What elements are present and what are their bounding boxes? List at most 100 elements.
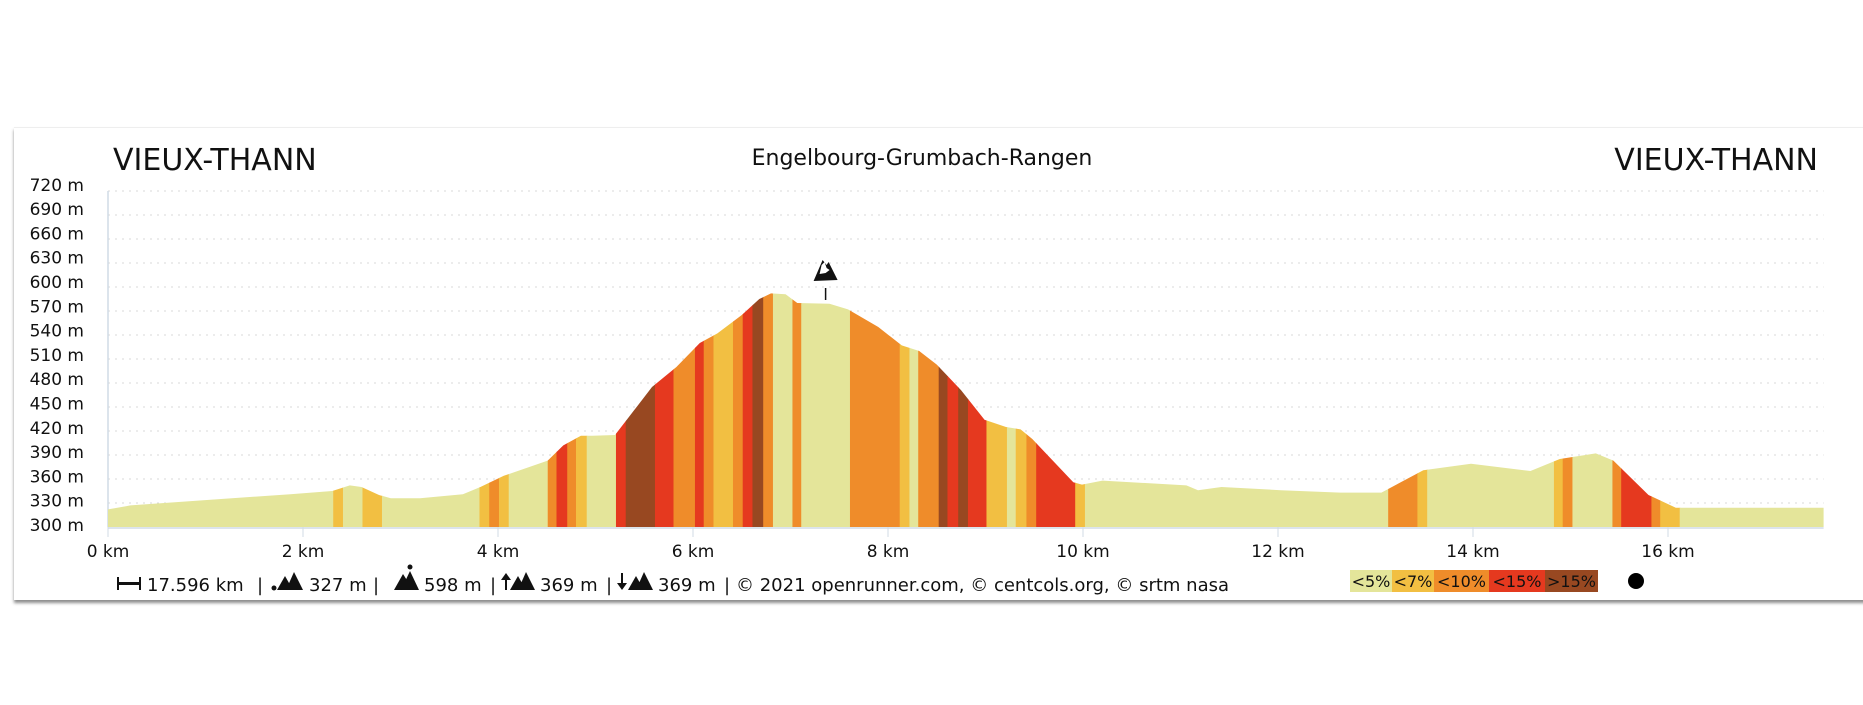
grade-segment [958,293,969,527]
grade-segment [586,293,617,527]
x-tick-label: 2 km [282,542,325,562]
grade-segment [362,293,383,527]
y-tick-label: 450 m [30,395,84,415]
grade-segment [1015,293,1028,527]
legend-swatch [1350,570,1392,592]
grade-segment [909,293,919,527]
min-altitude-icon [271,572,303,591]
summit-marker[interactable] [813,260,838,300]
y-tick-label: 300 m [30,516,84,536]
grade-legend: <5% <7% <10% <15% >15% [1350,570,1598,592]
x-tick-label: 12 km [1251,542,1304,562]
grade-segment [342,293,364,527]
x-tick-label: 10 km [1056,542,1109,562]
ascent-icon [501,572,535,590]
grade-segment [381,293,481,527]
legend-label: <10% [1437,572,1486,591]
legend-swatch [1545,570,1598,592]
grade-segment [703,293,715,527]
y-tick-label: 360 m [30,467,84,487]
grade-segment [1660,293,1681,527]
y-tick-label: 720 m [30,176,84,196]
x-tick-label: 0 km [87,542,130,562]
grade-segment [713,293,734,527]
legend-label: <5% [1352,572,1391,591]
grade-segment [938,293,949,527]
grade-segment [849,293,901,527]
y-tick-label: 600 m [30,273,84,293]
grade-segment [108,293,334,527]
legend-label: <15% [1493,572,1542,591]
mountain-icon [813,260,838,281]
distance-value: 17.596 km [147,575,244,596]
max-altitude-value: 598 m [424,575,482,596]
grade-segment [508,293,549,527]
x-tick-label: 6 km [672,542,715,562]
grade-segment [1553,293,1564,527]
legend-swatch [1392,570,1434,592]
grade-segment [1036,293,1076,527]
grade-segment [801,293,851,527]
position-dot[interactable] [1628,573,1644,589]
grade-segment [694,293,705,527]
grade-segment [673,293,696,527]
grade-segment [1084,293,1389,527]
grade-segment [567,293,577,527]
grade-segment [1026,293,1037,527]
grade-segment [763,293,774,527]
grade-segment [1651,293,1661,527]
grade-segment [918,293,940,527]
stats-footer: 17.596 km | 327 m | 598 m | 369 m | 369 … [117,564,1229,596]
y-tick-label: 660 m [30,224,84,244]
grade-segment [1572,293,1614,527]
descent-icon [617,572,653,590]
grade-segment [479,293,490,527]
grade-segment [947,293,959,527]
grade-segment [732,293,744,527]
min-altitude-value: 327 m [309,575,367,596]
y-tick-label: 690 m [30,200,84,220]
grade-segment [615,293,627,527]
y-tick-label: 390 m [30,443,84,463]
grade-segment [576,293,588,527]
grade-segment [772,293,794,527]
legend-label: <7% [1394,572,1433,591]
x-tick-label: 8 km [867,542,910,562]
start-location: VIEUX-THANN [113,143,317,178]
grade-segment [1562,293,1574,527]
chart-title: Engelbourg-Grumbach-Rangen [752,146,1093,171]
grade-segment [654,293,675,527]
grade-segment [1417,293,1428,527]
grade-segment [498,293,510,527]
legend-swatch [1489,570,1545,592]
svg-text:|: | [490,575,496,596]
y-tick-label: 540 m [30,322,84,342]
grade-segment [742,293,754,527]
y-tick-label: 570 m [30,297,84,317]
y-tick-label: 510 m [30,346,84,366]
grade-segment [792,293,802,527]
grade-segment [967,293,988,527]
legend-swatch [1434,570,1489,592]
grade-segment [899,293,911,527]
grade-segment [1679,293,1824,527]
svg-text:|: | [724,575,730,596]
grade-segment [1075,293,1086,527]
grade-segment [556,293,568,527]
y-tick-label: 420 m [30,419,84,439]
svg-text:|: | [606,575,612,596]
copyright: © 2021 openrunner.com, © centcols.org, ©… [736,575,1229,596]
grade-segment [752,293,764,527]
x-tick-label: 14 km [1446,542,1499,562]
descent-value: 369 m [658,575,716,596]
grade-segment [1388,293,1419,527]
grade-segment [986,293,1008,527]
grade-segment [625,293,656,527]
grade-segment [1612,293,1622,527]
x-tick-label: 16 km [1641,542,1694,562]
svg-text:|: | [257,575,263,596]
y-tick-label: 330 m [30,492,84,512]
grade-segment [489,293,500,527]
grade-segment [547,293,558,527]
